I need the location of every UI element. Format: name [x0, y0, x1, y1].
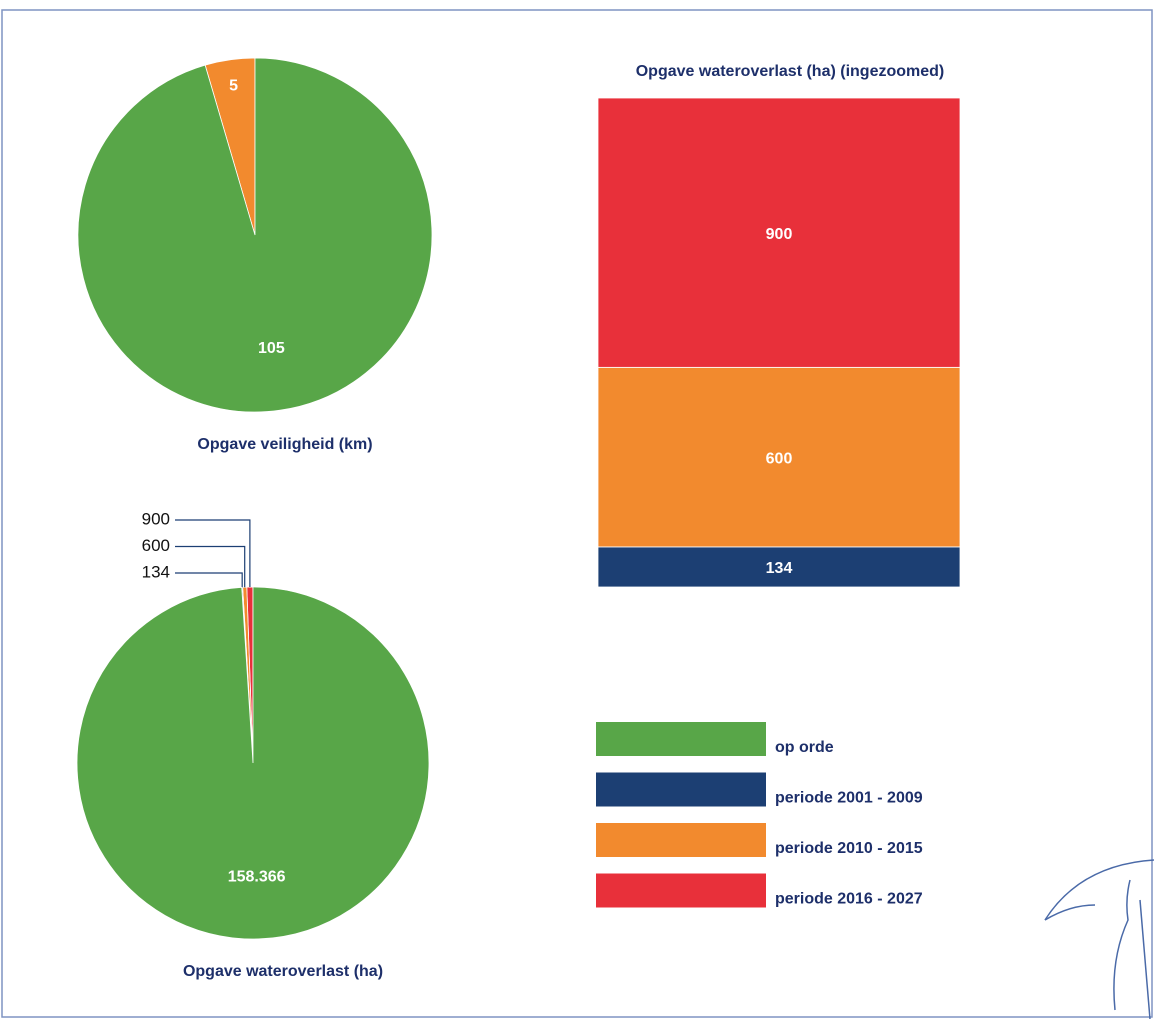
data-label: 5	[229, 77, 238, 94]
leader-line	[175, 572, 243, 588]
umbrella-figure	[1044, 859, 1154, 1019]
data-label: 158.366	[228, 869, 286, 886]
legend-swatch	[596, 823, 766, 857]
legend-swatch	[596, 873, 766, 908]
chart-title: Opgave wateroverlast (ha)	[183, 963, 383, 980]
bar-segment	[597, 546, 961, 588]
legend-swatch	[596, 722, 766, 756]
legend-label: op orde	[775, 739, 834, 756]
pie-slice	[77, 57, 433, 413]
chart-title: Opgave veiligheid (km)	[197, 436, 372, 453]
leader-label: 600	[142, 536, 170, 555]
legend-label: periode 2016 - 2027	[775, 891, 923, 908]
leader-line	[175, 545, 246, 588]
bar-segment	[597, 366, 961, 548]
bar-segment	[597, 97, 961, 368]
data-label: 134	[766, 560, 793, 577]
chart-title: Opgave wateroverlast (ha) (ingezoomed)	[636, 63, 945, 80]
leader-line	[175, 519, 251, 588]
legend-swatch	[596, 772, 766, 807]
legend-label: periode 2001 - 2009	[775, 790, 923, 807]
data-label: 900	[766, 226, 793, 243]
leader-label: 134	[142, 562, 170, 581]
data-label: 600	[766, 450, 793, 467]
leader-label: 900	[142, 509, 170, 528]
pie-slice	[76, 586, 430, 940]
legend-label: periode 2010 - 2015	[775, 840, 923, 857]
data-label: 105	[258, 340, 285, 357]
